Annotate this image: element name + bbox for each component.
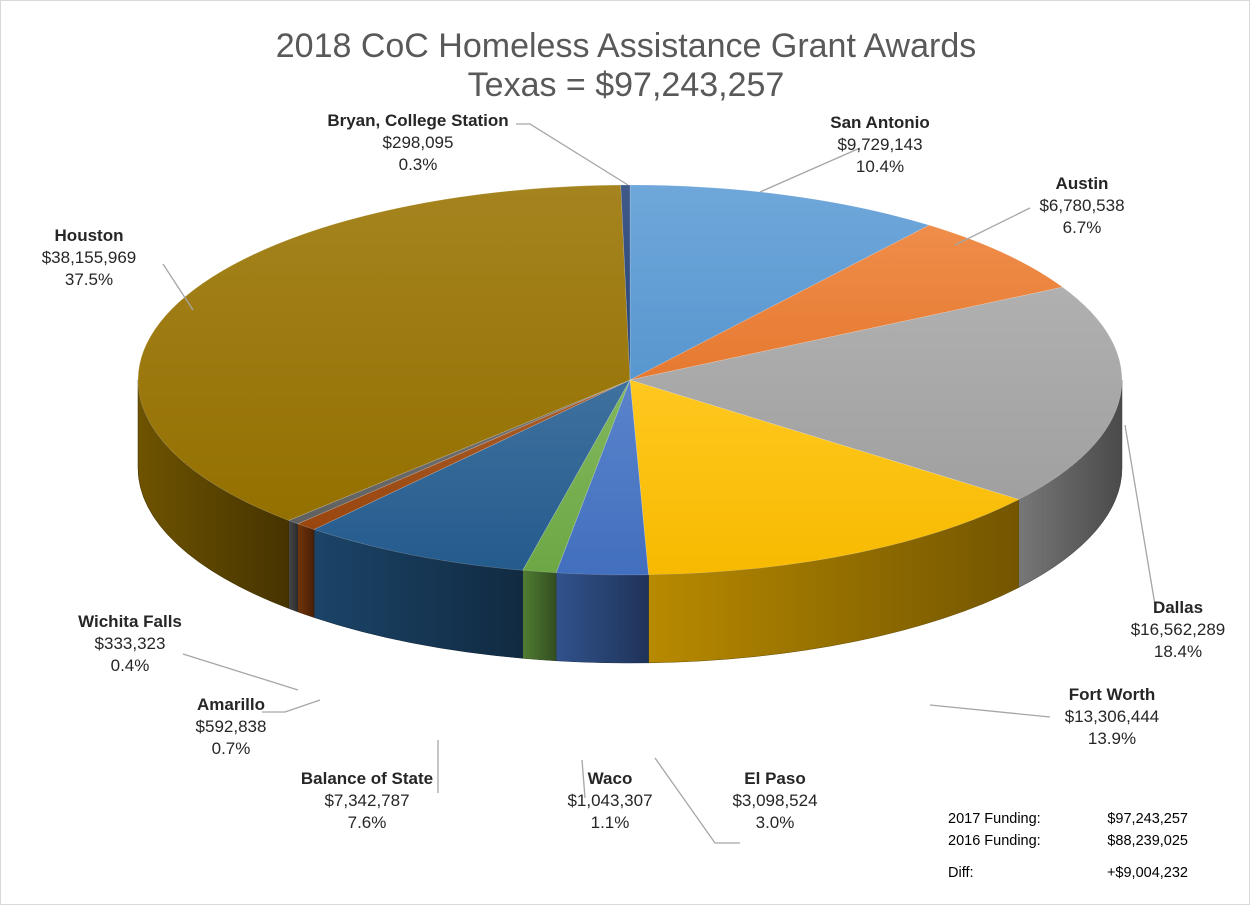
slice-side-wichita-falls [288, 520, 298, 613]
slice-label-name-san-antonio: San Antonio [830, 113, 929, 132]
slice-label-amount-san-antonio: $9,729,143 [837, 135, 922, 154]
leader-line-austin [954, 207, 1031, 246]
slice-waco [522, 379, 631, 574]
leader-line-san-antonio [759, 147, 861, 193]
slice-label-name-balance-of-state: Balance of State [301, 769, 433, 788]
slice-wichita-falls [287, 379, 631, 525]
slice-label-name-amarillo: Amarillo [197, 695, 265, 714]
slice-houston [137, 184, 631, 521]
slice-label-percent-fort-worth: 13.9% [1088, 729, 1136, 748]
slice-label-name-austin: Austin [1056, 174, 1109, 193]
slice-label-name-wichita-falls: Wichita Falls [78, 612, 182, 631]
summary-row-diff: Diff: +$9,004,232 [948, 862, 1188, 884]
leader-line-bryan-college-station [516, 123, 629, 186]
leader-line-dallas [1124, 424, 1156, 606]
slice-label-name-houston: Houston [55, 226, 124, 245]
slice-label-percent-san-antonio: 10.4% [856, 157, 904, 176]
slice-labels: San Antonio $9,729,143 10.4% Austin $6,780,5… [42, 111, 1226, 832]
slice-label-percent-wichita-falls: 0.4% [111, 656, 150, 675]
slice-label-percent-houston: 37.5% [65, 270, 113, 289]
pie-tops [137, 184, 1123, 576]
slice-label-percent-balance-of-state: 7.6% [348, 813, 387, 832]
label-leaders [162, 123, 1156, 844]
summary-label: 2017 Funding: [948, 811, 1041, 827]
slice-label-amount-el-paso: $3,098,524 [732, 791, 817, 810]
slice-label-percent-austin: 6.7% [1063, 218, 1102, 237]
slice-label-amount-waco: $1,043,307 [567, 791, 652, 810]
slice-el-paso [555, 379, 649, 576]
slice-label-amount-austin: $6,780,538 [1039, 196, 1124, 215]
slice-san-antonio [629, 184, 930, 381]
leader-line-waco [581, 759, 586, 799]
slice-label-amount-houston: $38,155,969 [42, 248, 137, 267]
leader-line-wichita-falls [182, 653, 299, 691]
slice-bryan-college-station [620, 184, 631, 381]
summary-value: +$9,004,232 [1106, 865, 1188, 881]
summary-row-2017: 2017 Funding: $97,243,257 [948, 808, 1188, 830]
slice-label-percent-amarillo: 0.7% [212, 739, 251, 758]
slice-label-name-bryan-college-station: Bryan, College Station [327, 111, 508, 130]
slice-side-el-paso [555, 572, 649, 664]
leader-line-amarillo [262, 699, 321, 713]
funding-summary: 2017 Funding: $97,243,257 2016 Funding: … [948, 808, 1188, 884]
slice-label-name-fort-worth: Fort Worth [1069, 685, 1156, 704]
slice-dallas [628, 286, 1123, 500]
leader-line-houston [162, 263, 194, 311]
slice-label-name-el-paso: El Paso [744, 769, 805, 788]
slice-label-name-dallas: Dallas [1153, 598, 1203, 617]
slice-label-percent-dallas: 18.4% [1154, 642, 1202, 661]
slice-label-percent-bryan-college-station: 0.3% [399, 155, 438, 174]
slice-side-waco [522, 570, 557, 662]
slice-label-amount-bryan-college-station: $298,095 [383, 133, 454, 152]
slice-balance-of-state [313, 379, 631, 571]
slice-label-percent-el-paso: 3.0% [756, 813, 795, 832]
slice-label-amount-wichita-falls: $333,323 [95, 634, 166, 653]
pie-sides [137, 379, 1123, 664]
slice-side-amarillo [297, 523, 315, 618]
summary-label: Diff: [948, 865, 974, 881]
slice-label-amount-amarillo: $592,838 [196, 717, 267, 736]
slice-label-name-waco: Waco [588, 769, 633, 788]
slice-label-percent-waco: 1.1% [591, 813, 630, 832]
slice-label-amount-dallas: $16,562,289 [1131, 620, 1226, 639]
chart-subtitle: Texas = $97,243,257 [468, 66, 785, 104]
slice-austin [629, 224, 1064, 381]
leader-line-fort-worth [929, 704, 1051, 718]
slice-fort-worth [629, 379, 1020, 576]
summary-value: $88,239,025 [1107, 833, 1188, 849]
chart-title: 2018 CoC Homeless Assistance Grant Award… [276, 27, 977, 65]
slice-amarillo [296, 379, 631, 530]
summary-row-2016: 2016 Funding: $88,239,025 [948, 830, 1188, 852]
summary-label: 2016 Funding: [948, 833, 1041, 849]
slice-label-amount-fort-worth: $13,306,444 [1065, 707, 1160, 726]
leader-line-el-paso [654, 757, 740, 844]
summary-value: $97,243,257 [1107, 811, 1188, 827]
slice-label-amount-balance-of-state: $7,342,787 [324, 791, 409, 810]
